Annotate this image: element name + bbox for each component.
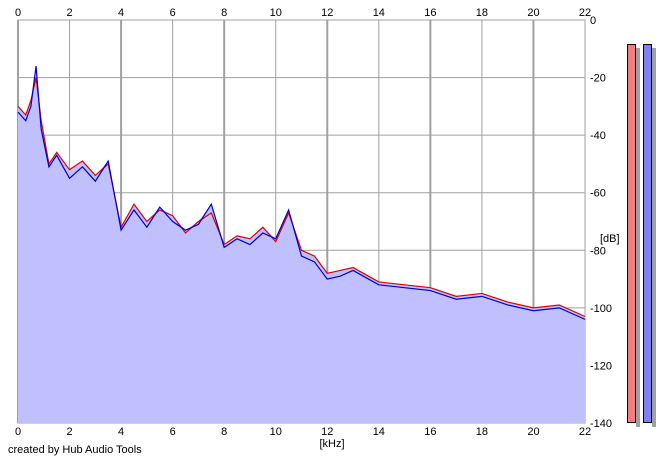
x-tick-label-top: 14 bbox=[373, 7, 385, 19]
left-level-meter bbox=[627, 44, 636, 423]
x-tick-label-bottom: 0 bbox=[15, 426, 21, 438]
y-tick-label: 0 bbox=[590, 15, 596, 27]
left-channel-line bbox=[17, 77, 586, 318]
y-tick-label: -60 bbox=[590, 188, 606, 200]
x-tick-label-bottom: 20 bbox=[527, 426, 539, 438]
x-tick-label-top: 4 bbox=[118, 7, 124, 19]
y-tick-label: -20 bbox=[590, 73, 606, 85]
spectrum-area bbox=[18, 66, 585, 424]
x-tick-label-top: 20 bbox=[527, 7, 539, 19]
x-tick-label-top: 10 bbox=[270, 7, 282, 19]
x-axis-label: [kHz] bbox=[319, 438, 344, 450]
y-axis-label: [dB] bbox=[600, 233, 620, 245]
spectrum-fill bbox=[18, 66, 585, 424]
x-tick-label-top: 16 bbox=[424, 7, 436, 19]
x-tick-label-bottom: 8 bbox=[221, 426, 227, 438]
x-ticks-bottom: 0 2 4 6 8 10 12 14 16 18 20 22 bbox=[15, 426, 591, 438]
y-ticks: 0 -20 -40 -60 -80 -100 -120 -140 bbox=[590, 15, 612, 430]
x-ticks-top: 0 2 4 6 8 10 12 14 16 18 20 22 bbox=[15, 7, 591, 19]
right-channel-line bbox=[17, 65, 586, 320]
x-tick-label-top: 0 bbox=[15, 7, 21, 19]
x-tick-label-top: 22 bbox=[579, 7, 591, 19]
x-tick-label-bottom: 10 bbox=[270, 426, 282, 438]
x-tick-label-bottom: 22 bbox=[579, 426, 591, 438]
x-tick-label-bottom: 6 bbox=[170, 426, 176, 438]
x-tick-label-top: 12 bbox=[321, 7, 333, 19]
y-tick-label: -40 bbox=[590, 130, 606, 142]
x-tick-label-bottom: 14 bbox=[373, 426, 385, 438]
x-tick-label-top: 6 bbox=[170, 7, 176, 19]
footer-credit: created by Hub Audio Tools bbox=[8, 444, 142, 456]
x-tick-label-top: 2 bbox=[66, 7, 72, 19]
x-tick-label-bottom: 16 bbox=[424, 426, 436, 438]
x-tick-label-bottom: 12 bbox=[321, 426, 333, 438]
x-tick-label-bottom: 18 bbox=[476, 426, 488, 438]
y-tick-label: -100 bbox=[590, 303, 612, 315]
spectrum-lines bbox=[17, 65, 586, 320]
x-tick-label-bottom: 4 bbox=[118, 426, 124, 438]
right-level-meter bbox=[643, 44, 652, 423]
right-meter-shadow bbox=[652, 48, 656, 427]
x-tick-label-top: 8 bbox=[221, 7, 227, 19]
x-tick-label-top: 18 bbox=[476, 7, 488, 19]
x-tick-label-bottom: 2 bbox=[66, 426, 72, 438]
y-tick-label: -140 bbox=[590, 418, 612, 430]
y-tick-label: -120 bbox=[590, 360, 612, 372]
left-meter-shadow bbox=[636, 48, 640, 427]
y-tick-label: -80 bbox=[590, 245, 606, 257]
